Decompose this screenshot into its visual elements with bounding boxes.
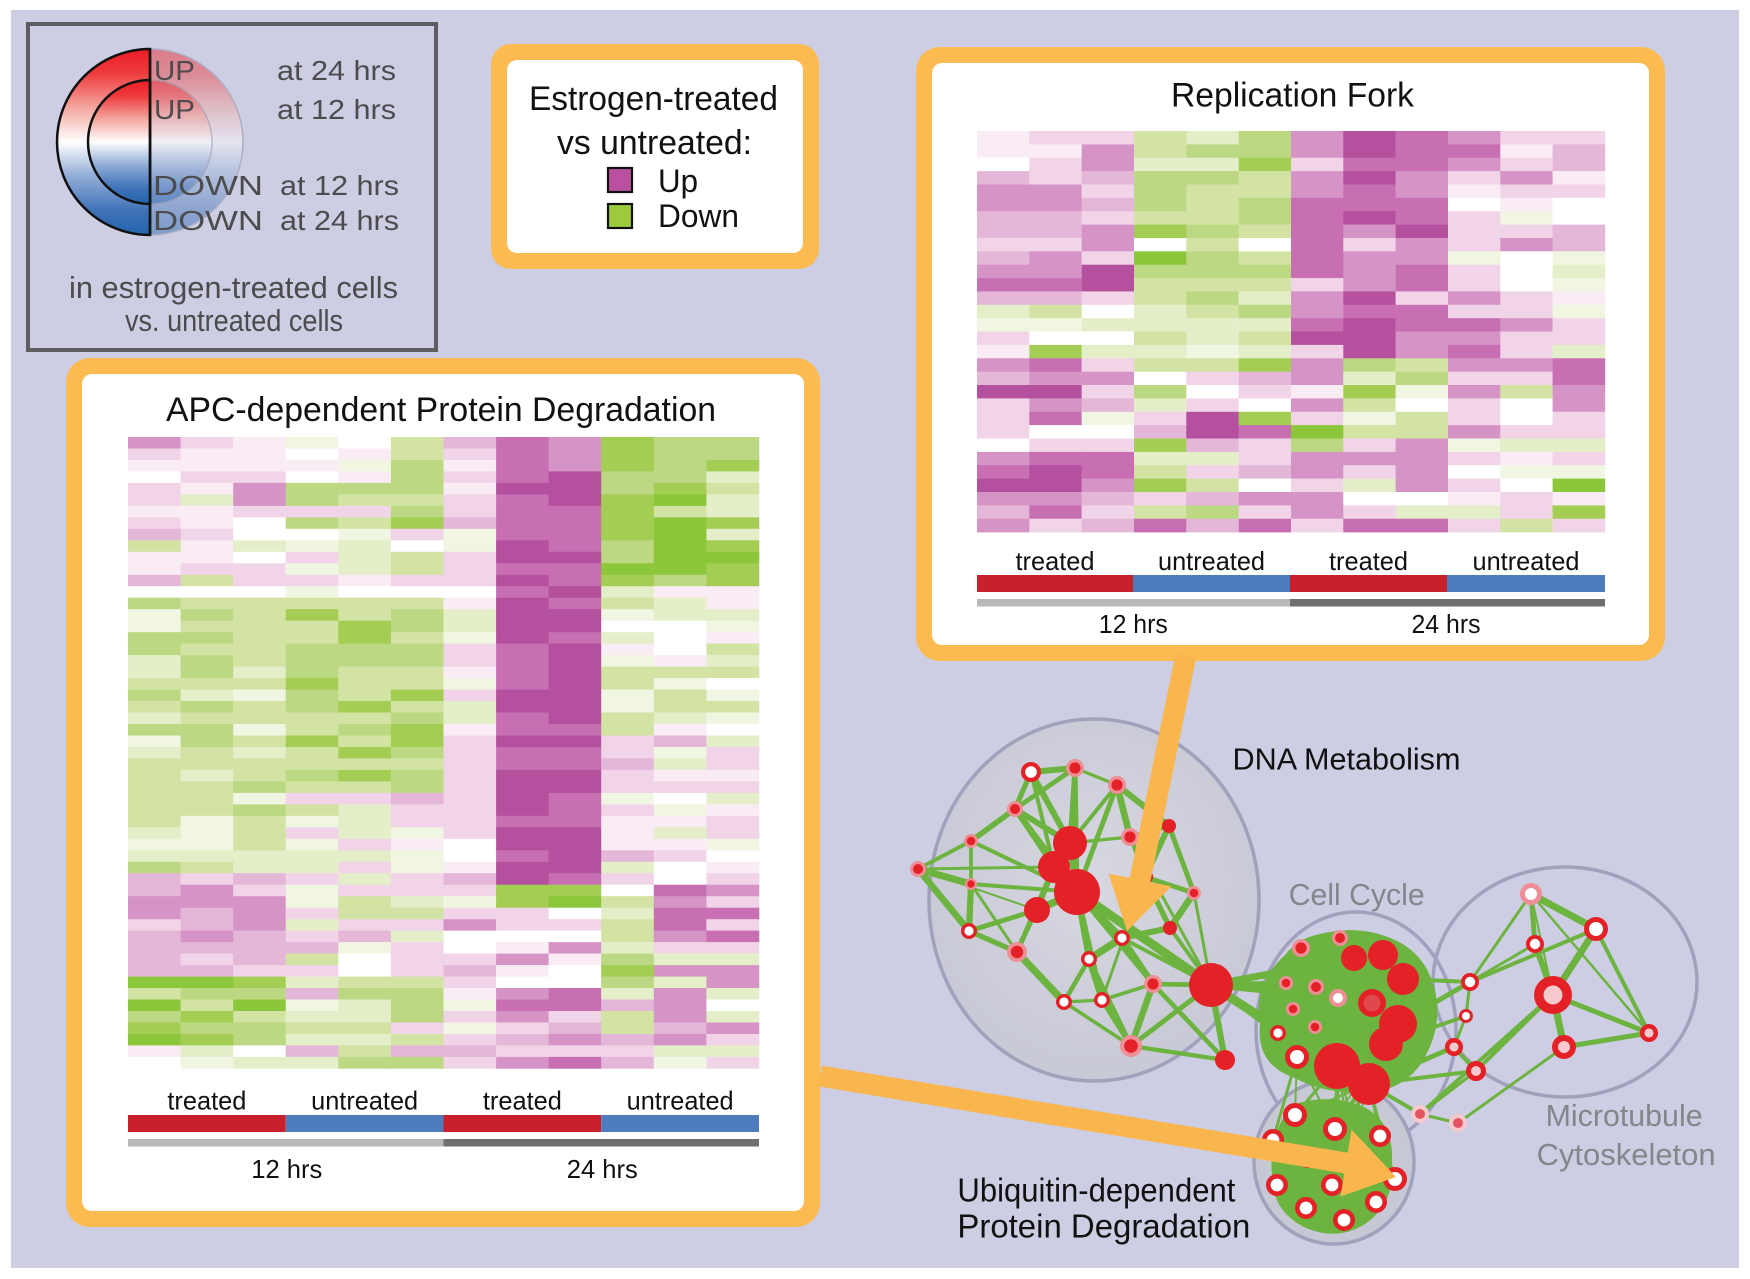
svg-text:untreated: untreated: [1473, 546, 1580, 576]
svg-text:Cell Cycle: Cell Cycle: [1289, 877, 1425, 912]
svg-text:Ubiquitin-dependent: Ubiquitin-dependent: [957, 1172, 1235, 1209]
svg-text:DNA Metabolism: DNA Metabolism: [1233, 742, 1461, 777]
svg-text:treated: treated: [167, 1086, 246, 1116]
svg-text:Protein Degradation: Protein Degradation: [957, 1208, 1250, 1245]
svg-text:at 12 hrs: at 12 hrs: [277, 94, 396, 125]
svg-text:DOWN: DOWN: [153, 205, 263, 236]
svg-text:Cytoskeleton: Cytoskeleton: [1537, 1137, 1716, 1172]
svg-text:UP: UP: [154, 94, 195, 125]
svg-text:treated: treated: [1016, 546, 1095, 576]
svg-text:in estrogen-treated cells: in estrogen-treated cells: [69, 270, 398, 305]
svg-text:Replication Fork: Replication Fork: [1171, 77, 1415, 115]
svg-text:Up: Up: [658, 163, 698, 199]
svg-text:24 hrs: 24 hrs: [1412, 611, 1481, 639]
svg-text:DOWN: DOWN: [153, 170, 263, 201]
svg-text:APC-dependent Protein Degradat: APC-dependent Protein Degradation: [166, 391, 716, 429]
svg-text:vs. untreated cells: vs. untreated cells: [125, 303, 343, 338]
svg-text:Down: Down: [658, 198, 739, 234]
svg-text:vs untreated:: vs untreated:: [557, 124, 752, 162]
svg-text:24 hrs: 24 hrs: [567, 1154, 638, 1184]
svg-text:untreated: untreated: [311, 1086, 418, 1116]
svg-text:Microtubule: Microtubule: [1546, 1098, 1703, 1133]
svg-text:untreated: untreated: [1158, 546, 1265, 576]
svg-text:12 hrs: 12 hrs: [251, 1154, 322, 1184]
svg-text:12 hrs: 12 hrs: [1099, 611, 1168, 639]
svg-text:Estrogen-treated: Estrogen-treated: [529, 80, 778, 118]
svg-text:treated: treated: [1329, 546, 1408, 576]
svg-text:untreated: untreated: [627, 1086, 734, 1116]
svg-text:at 24 hrs: at 24 hrs: [280, 205, 399, 236]
svg-text:treated: treated: [483, 1086, 562, 1116]
svg-text:UP: UP: [154, 55, 195, 86]
svg-text:at 12 hrs: at 12 hrs: [280, 170, 399, 201]
svg-text:at 24 hrs: at 24 hrs: [277, 55, 396, 86]
